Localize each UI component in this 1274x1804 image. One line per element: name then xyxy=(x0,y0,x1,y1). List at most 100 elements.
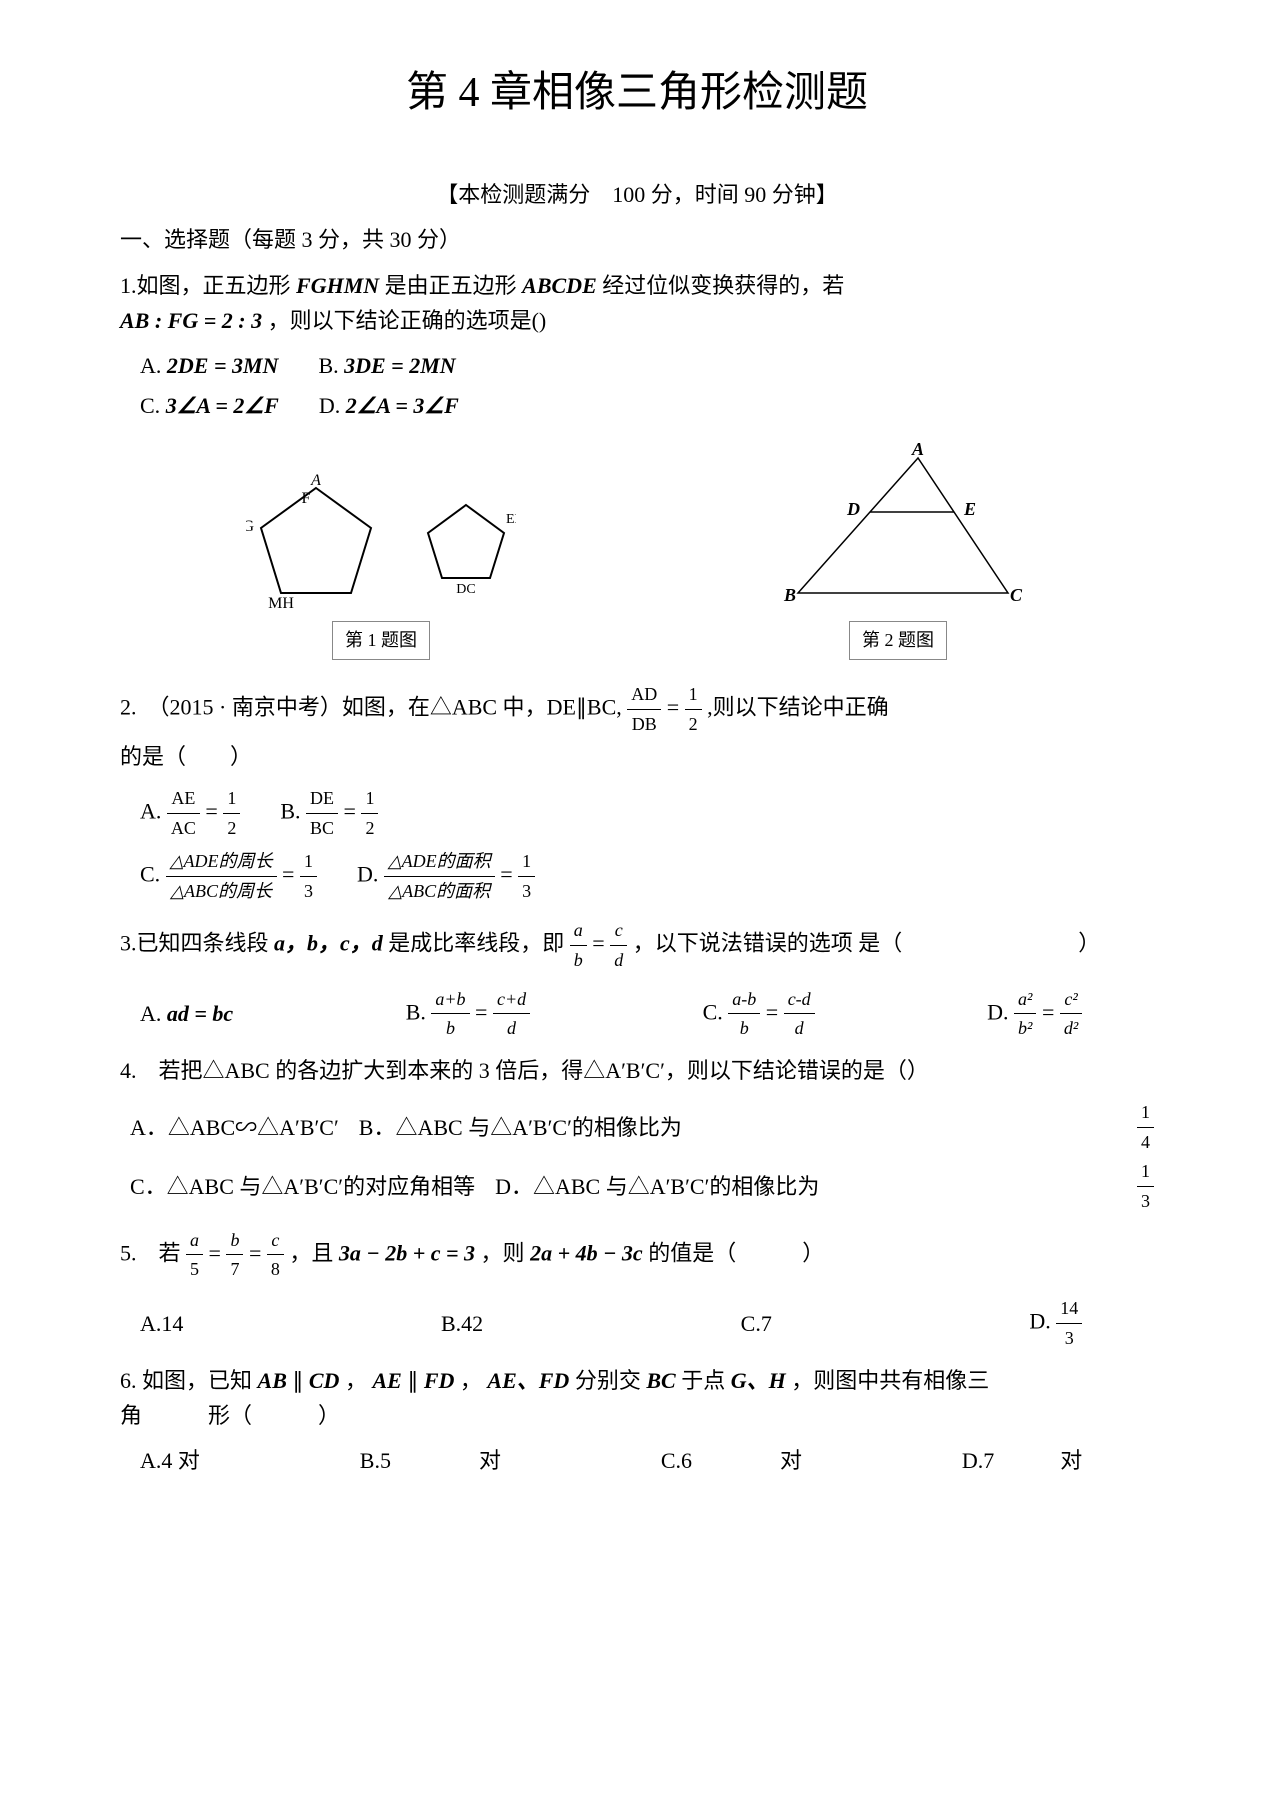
pentagon-fghmn: A F NG MH xyxy=(246,473,386,613)
q2-frac2-num: 1 xyxy=(685,680,702,710)
q1-optB-label: B. xyxy=(318,353,338,378)
q3-optD-label: D. xyxy=(987,999,1008,1024)
q3-optD-eq: = xyxy=(1042,999,1054,1024)
q6-stem-b: 分别交 xyxy=(575,1368,641,1393)
figure-2-box: A D E B C 第 2 题图 xyxy=(768,443,1028,660)
figure-1-caption: 第 1 题图 xyxy=(332,621,430,660)
q6-ae2: AE、FD xyxy=(487,1368,569,1393)
q2-optC-label: C. xyxy=(140,862,160,887)
question-6: 6. 如图，已知 AB ∥ CD ， AE ∥ FD ， AE、FD 分别交 B… xyxy=(120,1363,1154,1433)
q3-optD-rd: d² xyxy=(1060,1014,1082,1043)
q5-stem-b: ，且 xyxy=(289,1240,333,1265)
q5-eq1: = xyxy=(209,1240,221,1265)
q1-optD-text: 2∠A = 3∠F xyxy=(346,393,459,418)
q2-stem-b: ,则以下结论中正确 xyxy=(707,694,889,719)
q3-f1d: b xyxy=(570,946,587,975)
q2-frac2: 1 2 xyxy=(685,680,702,739)
tri-label-E: E xyxy=(963,499,976,519)
q2-options: A. AEAC = 12 B. DEBC = 12 xyxy=(140,784,1154,843)
q2-optA-num: AE xyxy=(167,784,200,814)
q5-f2d: 7 xyxy=(226,1255,243,1284)
q2-optB-rn: 1 xyxy=(361,784,378,814)
q2-optA-den: AC xyxy=(167,814,200,843)
q4-optA: A．△ABC∽△A′B′C′ xyxy=(130,1110,339,1145)
figure-1-box: A F NG MH EB DC 第 1 题图 xyxy=(246,473,516,660)
q3-optD: D. a²b² = c²d² xyxy=(987,985,1082,1044)
q1-optC: C. 3∠A = 2∠F xyxy=(140,388,279,423)
q1-optB-text: 3DE = 2MN xyxy=(344,353,456,378)
q2-optB-rd: 2 xyxy=(361,814,378,843)
q3-optA-text: ad = bc xyxy=(167,1001,233,1026)
label-EB: EB xyxy=(506,512,516,527)
q5-optA: A.14 xyxy=(140,1306,183,1341)
q6-gh: G、H xyxy=(731,1368,786,1393)
q3-stem-b: 是成比率线段，即 xyxy=(388,930,564,955)
q2-optB-eq: = xyxy=(344,798,356,823)
pentagon-abcde: EB DC xyxy=(416,493,516,593)
q1-stem-a: 1.如图，正五边形 xyxy=(120,273,291,298)
q2-optC: C. △ADE的周长△ABC的周长 = 13 xyxy=(140,847,317,906)
q6-optB: B.5 对 xyxy=(360,1443,501,1478)
label-MH: MH xyxy=(268,595,294,612)
q2-optD-label: D. xyxy=(357,862,378,887)
q6-par2: ∥ xyxy=(407,1368,418,1393)
q3-optB-rd: d xyxy=(493,1014,530,1043)
q2-frac1-den: DB xyxy=(627,710,661,739)
q1-ratio: AB : FG = 2 : 3 xyxy=(120,308,262,333)
q6-fd: FD xyxy=(424,1368,455,1393)
q2-optB-den: BC xyxy=(306,814,338,843)
q3-options: A. ad = bc B. a+bb = c+dd C. a-bb = c-dd… xyxy=(140,985,1122,1044)
q5-f3d: 8 xyxy=(267,1255,284,1284)
q2-optD-rn: 1 xyxy=(518,847,535,877)
q1-stem-c: 经过位似变换获得的，若 xyxy=(602,273,844,298)
q5-f1n: a xyxy=(186,1226,203,1256)
q2-optC-den: △ABC的周长 xyxy=(166,877,277,906)
q1-stem-b: 是由正五边形 xyxy=(385,273,517,298)
triangle-abc-de: A D E B C xyxy=(768,443,1028,613)
q5-expr1: 3a − 2b + c = 3 xyxy=(339,1240,475,1265)
q1-options-2: C. 3∠A = 2∠F D. 2∠A = 3∠F xyxy=(140,388,1154,423)
q5-stem-c: ，则 xyxy=(481,1240,525,1265)
question-5: 5. 若 a5 = b7 = c8 ，且 3a − 2b + c = 3 ，则 … xyxy=(120,1226,1154,1285)
q2-stem-c: 的是（ ） xyxy=(120,744,252,769)
q2-optC-rn: 1 xyxy=(300,847,317,877)
q3-optA: A. ad = bc xyxy=(140,996,233,1031)
q5-eq2: = xyxy=(249,1240,261,1265)
q3-optC-ld: b xyxy=(728,1014,760,1043)
tri-label-B: B xyxy=(783,585,796,605)
q3-optC-label: C. xyxy=(703,999,723,1024)
q6-cd: CD xyxy=(309,1368,340,1393)
q3-f2d: d xyxy=(610,946,627,975)
q3-optB-ld: b xyxy=(431,1014,469,1043)
q1-optD: D. 2∠A = 3∠F xyxy=(319,388,459,423)
q1-optA-label: A. xyxy=(140,353,161,378)
q6-stem-a: 6. 如图，已知 xyxy=(120,1368,252,1393)
q3-optB-rn: c+d xyxy=(493,985,530,1015)
q5-stem-d: 的值是（ ） xyxy=(648,1240,824,1265)
q1-optD-label: D. xyxy=(319,393,340,418)
q2-optC-eq: = xyxy=(282,862,294,887)
test-info: 【本检测题满分 100 分，时间 90 分钟】 xyxy=(120,177,1154,212)
q1-stem-d: ，则以下结论正确的选项是() xyxy=(268,308,547,333)
q2-optC-num: △ADE的周长 xyxy=(166,847,277,877)
q3-optD-rn: c² xyxy=(1060,985,1082,1015)
q2-optB-label: B. xyxy=(280,798,300,823)
q2-optB: B. DEBC = 12 xyxy=(280,784,378,843)
q5-stem-a: 5. 若 xyxy=(120,1240,181,1265)
q6-stem-c: 于点 xyxy=(681,1368,725,1393)
q4-optB-fd: 4 xyxy=(1137,1128,1154,1157)
q6-bc: BC xyxy=(646,1368,675,1393)
q2-eq: = xyxy=(667,694,679,719)
label-DC: DC xyxy=(456,582,475,593)
tri-label-A: A xyxy=(911,443,924,459)
tri-label-C: C xyxy=(1010,585,1023,605)
q2-optD-num: △ADE的面积 xyxy=(384,847,495,877)
q3-f2n: c xyxy=(610,916,627,946)
q3-optC-ln: a-b xyxy=(728,985,760,1015)
figure-2-caption: 第 2 题图 xyxy=(849,621,947,660)
q2-optA-rn: 1 xyxy=(223,784,240,814)
q2-optC-rd: 3 xyxy=(300,877,317,906)
q1-optC-text: 3∠A = 2∠F xyxy=(166,393,279,418)
q1-optB: B. 3DE = 2MN xyxy=(318,348,455,383)
figures-row-1: A F NG MH EB DC 第 1 题图 A D E B C 第 2 题图 xyxy=(120,443,1154,660)
